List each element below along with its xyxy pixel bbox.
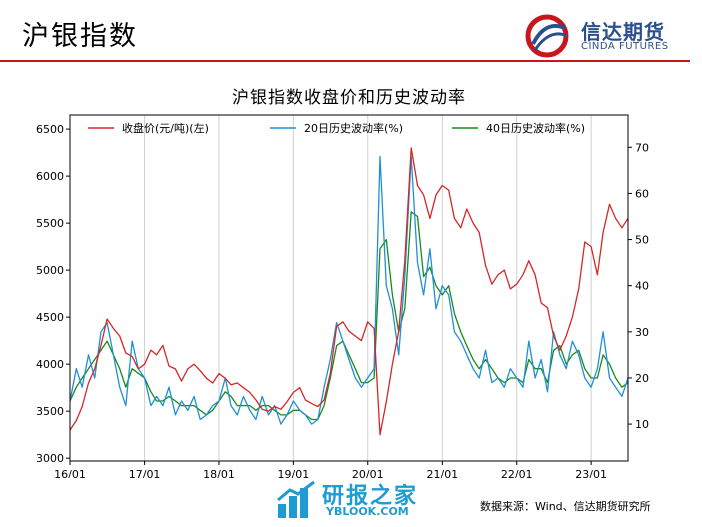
- logo-mark-icon: [525, 14, 569, 58]
- logo-name-en: CINDA FUTURES: [581, 41, 669, 52]
- y-left-tick-label: 6000: [36, 170, 64, 183]
- y-left-tick-label: 6500: [36, 123, 64, 136]
- page-title: 沪银指数: [22, 21, 138, 52]
- y-right-tick-label: 50: [635, 234, 649, 247]
- series-line-vol-20d: [69, 155, 629, 425]
- series-line-vol-40d: [69, 211, 629, 421]
- logo-name-cn: 信达期货: [581, 20, 665, 44]
- y-right-tick-label: 20: [635, 372, 649, 385]
- legend-label: 40日历史波动率(%): [486, 121, 585, 135]
- x-tick-label: 18/01: [203, 468, 235, 478]
- y-left-tick-label: 4500: [36, 311, 64, 324]
- y-right-tick-label: 60: [635, 187, 649, 200]
- x-tick-label: 21/01: [426, 468, 458, 478]
- chart-title: 沪银指数收盘价和历史波动率: [232, 88, 466, 108]
- legend-label: 收盘价(元/吨)(左): [122, 121, 209, 135]
- header-rule: [0, 60, 690, 62]
- x-tick-label: 20/01: [352, 468, 384, 478]
- data-source: 数据来源：Wind、信达期货研究所: [480, 500, 651, 513]
- watermark-bars-icon: [277, 480, 315, 518]
- x-tick-label: 16/01: [54, 468, 86, 478]
- watermark-text-en: YBLOOK.COM: [326, 505, 409, 518]
- brand-logo: 信达期货 CINDA FUTURES: [521, 14, 691, 58]
- watermark: 研报之家 YBLOOK.COM: [276, 478, 436, 522]
- price-volatility-chart: 沪银指数收盘价和历史波动率 16/01 17/01 18/01 19/01 20/01 21…: [36, 88, 649, 478]
- y-right-tick-label: 30: [635, 326, 649, 339]
- plot-frame: [69, 114, 629, 462]
- y-right-tick-label: 10: [635, 418, 649, 431]
- y-left-tick-label: 5500: [36, 217, 64, 230]
- x-tick-label: 23/01: [575, 468, 607, 478]
- y-left-tick-label: 4000: [36, 358, 64, 371]
- legend-label: 20日历史波动率(%): [304, 121, 403, 135]
- y-left-tick-label: 3500: [36, 405, 64, 418]
- y-left-tick-label: 5000: [36, 264, 64, 277]
- y-left-tick-label: 3000: [36, 452, 64, 465]
- x-tick-label: 22/01: [501, 468, 533, 478]
- watermark-text-cn: 研报之家: [322, 484, 419, 509]
- x-tick-label: 17/01: [129, 468, 161, 478]
- x-tick-label: 19/01: [278, 468, 310, 478]
- y-right-tick-label: 70: [635, 141, 649, 154]
- series-line-close-price: [69, 147, 629, 436]
- y-right-tick-label: 40: [635, 280, 649, 293]
